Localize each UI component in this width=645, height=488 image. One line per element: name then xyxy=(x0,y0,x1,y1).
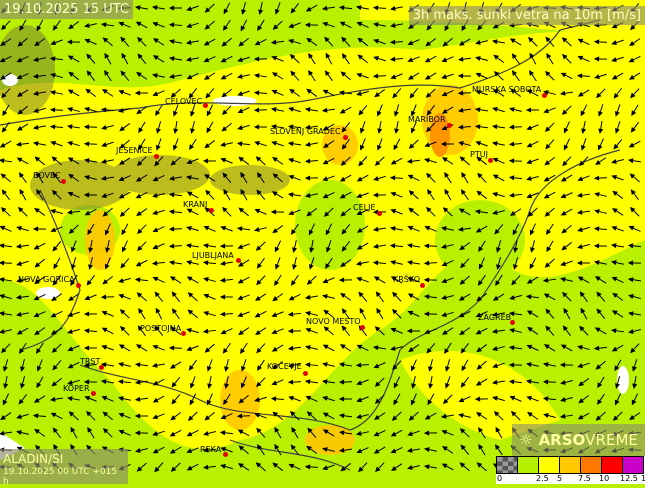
city-label: SLOVENJ GRADEC xyxy=(270,127,341,136)
city-label: MURSKA SOBOTA xyxy=(472,85,541,94)
city-dot xyxy=(203,103,208,108)
city-dot xyxy=(447,123,452,128)
city-label: KRANJ xyxy=(183,200,207,209)
legend-tick: 12.5 xyxy=(620,474,638,483)
city-dot xyxy=(420,283,425,288)
legend-tick: 15 xyxy=(641,474,645,483)
brand-bold: ARSO xyxy=(539,431,586,449)
legend-swatch xyxy=(601,456,623,474)
model-run: 19.10.2025 00 UTC +015 h xyxy=(0,466,128,488)
city-label: KOČEVJE xyxy=(267,362,302,371)
legend-swatch xyxy=(559,456,581,474)
legend-tick: 7.5 xyxy=(578,474,591,483)
legend-tick: 5 xyxy=(557,474,562,483)
legend-tick: 2.5 xyxy=(536,474,549,483)
legend-swatch xyxy=(517,456,539,474)
city-dot xyxy=(542,93,547,98)
legend-swatch xyxy=(580,456,602,474)
city-label: CELJE xyxy=(353,203,376,212)
city-dot xyxy=(181,331,186,336)
city-dot xyxy=(223,452,228,457)
city-label: REKA xyxy=(200,445,221,454)
city-dot xyxy=(209,208,214,213)
city-label: LJUBLJANA xyxy=(192,251,234,260)
city-label: TRST xyxy=(80,357,100,366)
city-dot xyxy=(360,325,365,330)
city-dot xyxy=(91,391,96,396)
sun-icon: ☼ xyxy=(519,431,532,449)
map-title: 3h maks. sunki vetra na 10m [m/s] xyxy=(409,6,645,25)
legend-tick: 0 xyxy=(497,474,502,483)
city-dot xyxy=(343,135,348,140)
city-label: NOVA GORICA xyxy=(18,275,75,284)
arso-vreme-logo: ☼ ARSOVREME xyxy=(512,424,645,456)
city-label: NOVO MESTO xyxy=(306,317,361,326)
city-label: PTUJ xyxy=(470,150,488,159)
legend-swatch xyxy=(622,456,644,474)
valid-time-title: 19.10.2025 15 UTC xyxy=(0,0,133,19)
city-dot xyxy=(303,371,308,376)
city-dot xyxy=(488,158,493,163)
city-dot xyxy=(154,154,159,159)
city-dot xyxy=(510,320,515,325)
city-dot xyxy=(99,365,104,370)
legend-swatch xyxy=(496,456,518,474)
model-info: ALADIN/SI 19.10.2025 00 UTC +015 h xyxy=(0,449,128,484)
city-label: MARIBOR xyxy=(408,115,446,124)
city-label: JESENICE xyxy=(116,146,153,155)
legend-swatch xyxy=(538,456,560,474)
city-dot xyxy=(61,179,66,184)
city-label: CELOVEC xyxy=(165,97,202,106)
city-dot xyxy=(377,211,382,216)
legend-tick: 10 xyxy=(599,474,609,483)
city-dot xyxy=(76,283,81,288)
city-label: ZAGREB xyxy=(478,313,511,322)
city-label: KOPER xyxy=(63,384,90,393)
city-label: POSTOJNA xyxy=(140,324,181,333)
model-name: ALADIN/SI xyxy=(0,449,128,466)
city-label: BOVEC xyxy=(33,171,61,180)
city-label: KRŠKO xyxy=(393,275,420,284)
color-legend: 0 2.5 5 7.5 10 12.515 xyxy=(496,456,645,484)
city-dot xyxy=(236,258,241,263)
brand-light: VREME xyxy=(585,431,638,449)
